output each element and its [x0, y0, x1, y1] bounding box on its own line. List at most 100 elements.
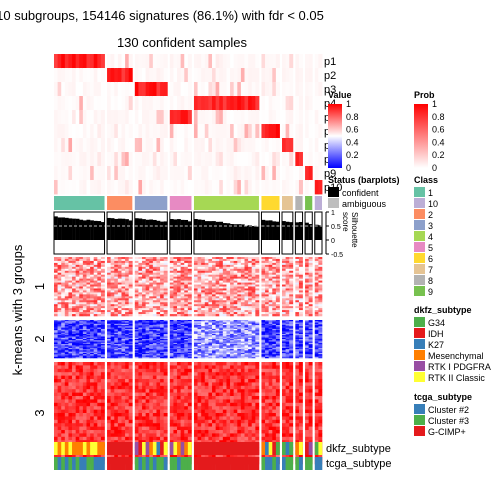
heatmap-cell	[145, 340, 150, 342]
heatmap-cell	[114, 330, 119, 332]
heatmap-cell	[204, 257, 209, 260]
heatmap-cell	[219, 300, 224, 303]
heatmap-cell	[160, 337, 164, 340]
heatmap-cell	[248, 312, 253, 315]
heatmap-cell	[64, 325, 69, 327]
heatmap-cell	[100, 328, 105, 331]
heatmap-cell	[97, 290, 102, 293]
heatmap-cell	[261, 350, 266, 352]
heatmap-cell	[251, 352, 256, 355]
heatmap-cell	[222, 354, 227, 356]
heatmap-cell	[193, 340, 198, 342]
heatmap-cell	[208, 294, 213, 297]
prob-cell	[90, 110, 95, 125]
heatmap-cell	[72, 331, 76, 333]
prob-cell	[272, 180, 277, 195]
prob-cell	[318, 152, 323, 167]
heatmap-cell	[244, 290, 249, 293]
heatmap-cell	[314, 327, 319, 330]
heatmap-cell	[163, 292, 168, 295]
heatmap-cell	[117, 351, 122, 354]
heatmap-cell	[272, 257, 277, 260]
heatmap-cell	[128, 272, 133, 275]
heatmap-cell	[64, 365, 69, 370]
heatmap-cell	[308, 322, 313, 325]
heatmap-cell	[177, 280, 181, 283]
heatmap-cell	[201, 331, 206, 333]
heatmap-cell	[61, 413, 66, 417]
heatmap-cell	[222, 294, 227, 297]
heatmap-cell	[64, 272, 69, 275]
heatmap-cell	[289, 266, 294, 270]
heatmap-cell	[237, 326, 242, 328]
prob-cell	[275, 110, 280, 125]
heatmap-cell	[156, 274, 161, 277]
heatmap-cell	[314, 347, 319, 350]
heatmap-cell	[75, 344, 80, 346]
heatmap-cell	[265, 331, 269, 333]
heatmap-cell	[121, 314, 126, 317]
heatmap-cell	[75, 280, 80, 283]
heatmap-cell	[237, 339, 242, 341]
prob-cell	[121, 166, 126, 181]
heatmap-cell	[93, 306, 98, 309]
heatmap-cell	[142, 337, 146, 340]
heatmap-cell	[57, 350, 62, 352]
prob-cell	[79, 82, 84, 97]
heatmap-cell	[160, 306, 164, 309]
heatmap-cell	[180, 290, 185, 293]
heatmap-cell	[308, 258, 313, 262]
heatmap-cell	[90, 352, 95, 355]
heatmap-cell	[57, 339, 62, 341]
heatmap-cell	[240, 323, 245, 326]
prob-cell	[93, 152, 98, 167]
heatmap-cell	[282, 347, 286, 350]
heatmap-cell	[261, 312, 266, 315]
prob-cell	[90, 82, 95, 97]
heatmap-cell	[193, 328, 198, 331]
prob-cell	[215, 152, 220, 167]
prob-cell	[169, 54, 174, 69]
heatmap-cell	[152, 346, 157, 349]
heatmap-cell	[255, 341, 260, 344]
heatmap-cell	[285, 337, 290, 340]
prob-cell	[57, 54, 62, 69]
heatmap-cell	[117, 314, 122, 317]
heatmap-cell	[314, 321, 319, 323]
heatmap-cell	[219, 288, 224, 291]
heatmap-cell	[100, 354, 105, 356]
heatmap-cell	[138, 335, 143, 337]
heatmap-cell	[97, 312, 102, 315]
heatmap-cell	[110, 326, 115, 328]
heatmap-cell	[86, 330, 91, 332]
heatmap-cell	[152, 327, 157, 330]
heatmap-cell	[184, 342, 189, 345]
prob-cell	[268, 110, 273, 125]
silhouette-bar	[265, 220, 269, 240]
prob-cell	[173, 68, 178, 83]
heatmap-cell	[305, 284, 309, 287]
heatmap-cell	[272, 339, 277, 341]
heatmap-cell	[57, 389, 62, 393]
heatmap-cell	[318, 352, 323, 355]
heatmap-cell	[93, 356, 98, 359]
heatmap-cell	[265, 312, 269, 315]
heatmap-cell	[57, 268, 62, 272]
heatmap-cell	[305, 296, 309, 299]
heatmap-cell	[237, 290, 242, 293]
heatmap-cell	[201, 290, 206, 293]
heatmap-cell	[169, 345, 174, 347]
heatmap-cell	[138, 288, 143, 291]
prob-cell	[318, 180, 323, 195]
prob-cell	[204, 152, 209, 167]
heatmap-cell	[90, 328, 95, 331]
heatmap-cell	[54, 328, 58, 331]
heatmap-cell	[305, 288, 309, 291]
heatmap-cell	[265, 274, 269, 277]
heatmap-cell	[152, 320, 157, 322]
heatmap-cell	[61, 406, 66, 410]
heatmap-cell	[138, 328, 143, 331]
heatmap-cell	[97, 351, 102, 354]
heatmap-cell	[285, 304, 290, 307]
heatmap-cell	[134, 322, 139, 325]
